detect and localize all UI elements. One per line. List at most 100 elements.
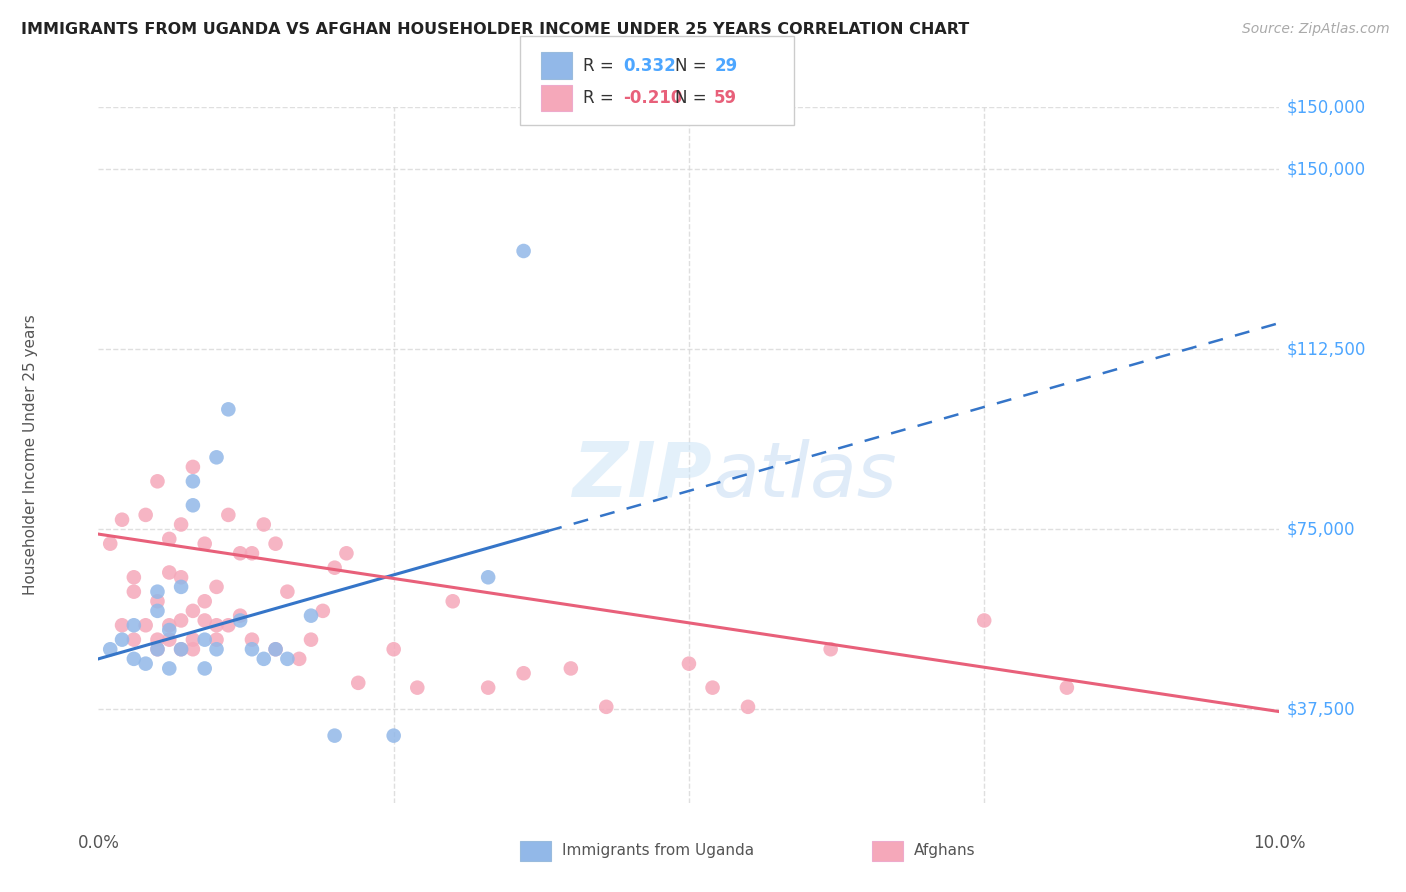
Point bbox=[382, 642, 405, 657]
Point bbox=[973, 614, 995, 628]
Point bbox=[181, 475, 204, 489]
Text: 29: 29 bbox=[714, 57, 738, 75]
Point bbox=[335, 546, 357, 560]
Point bbox=[146, 632, 169, 647]
Text: Source: ZipAtlas.com: Source: ZipAtlas.com bbox=[1241, 22, 1389, 37]
Point bbox=[312, 604, 335, 618]
Point bbox=[98, 537, 121, 551]
Point bbox=[157, 661, 180, 675]
Point bbox=[737, 699, 759, 714]
Point bbox=[146, 642, 169, 657]
Text: $75,000: $75,000 bbox=[1286, 520, 1355, 538]
Text: R =: R = bbox=[583, 57, 620, 75]
Point bbox=[229, 546, 252, 560]
Text: 0.0%: 0.0% bbox=[77, 834, 120, 852]
Point bbox=[170, 517, 193, 532]
Point bbox=[157, 632, 180, 647]
Point bbox=[1056, 681, 1078, 695]
Text: N =: N = bbox=[675, 57, 711, 75]
Point bbox=[217, 618, 239, 632]
Text: 10.0%: 10.0% bbox=[1253, 834, 1306, 852]
Text: -0.210: -0.210 bbox=[623, 89, 682, 107]
Point bbox=[170, 642, 193, 657]
Point bbox=[135, 508, 157, 522]
Point bbox=[253, 517, 276, 532]
Point bbox=[135, 657, 157, 671]
Point bbox=[146, 594, 169, 608]
Point bbox=[276, 652, 298, 666]
Point bbox=[170, 642, 193, 657]
Text: Afghans: Afghans bbox=[914, 844, 976, 858]
Point bbox=[253, 652, 276, 666]
Point bbox=[264, 537, 287, 551]
Point bbox=[194, 537, 217, 551]
Point bbox=[122, 570, 145, 584]
Point bbox=[135, 618, 157, 632]
Point bbox=[181, 642, 204, 657]
Point bbox=[111, 513, 134, 527]
Point bbox=[194, 614, 217, 628]
Point bbox=[240, 546, 263, 560]
Point bbox=[111, 632, 134, 647]
Point bbox=[146, 642, 169, 657]
Point bbox=[146, 604, 169, 618]
Point bbox=[181, 604, 204, 618]
Point bbox=[170, 614, 193, 628]
Point bbox=[205, 618, 228, 632]
Text: $150,000: $150,000 bbox=[1286, 98, 1365, 116]
Text: Householder Income Under 25 years: Householder Income Under 25 years bbox=[24, 315, 38, 595]
Text: ZIP: ZIP bbox=[572, 439, 713, 513]
Point bbox=[157, 566, 180, 580]
Point bbox=[122, 652, 145, 666]
Point bbox=[678, 657, 700, 671]
Point bbox=[122, 584, 145, 599]
Point bbox=[264, 642, 287, 657]
Point bbox=[477, 570, 499, 584]
Text: atlas: atlas bbox=[713, 439, 897, 513]
Point bbox=[512, 666, 534, 681]
Point bbox=[205, 580, 228, 594]
Point bbox=[323, 729, 346, 743]
Point bbox=[264, 642, 287, 657]
Point bbox=[477, 681, 499, 695]
Point bbox=[820, 642, 842, 657]
Text: R =: R = bbox=[583, 89, 620, 107]
Point bbox=[595, 699, 617, 714]
Point bbox=[157, 623, 180, 637]
Point bbox=[181, 498, 204, 512]
Point bbox=[170, 570, 193, 584]
Point bbox=[299, 632, 322, 647]
Point bbox=[194, 632, 217, 647]
Point bbox=[194, 661, 217, 675]
Point bbox=[406, 681, 429, 695]
Point bbox=[229, 614, 252, 628]
Point bbox=[229, 608, 252, 623]
Point bbox=[240, 642, 263, 657]
Point bbox=[347, 676, 370, 690]
Point bbox=[146, 475, 169, 489]
Point bbox=[122, 632, 145, 647]
Point bbox=[217, 508, 239, 522]
Point bbox=[146, 584, 169, 599]
Point bbox=[181, 459, 204, 474]
Text: $112,500: $112,500 bbox=[1286, 341, 1365, 359]
Point bbox=[217, 402, 239, 417]
Point bbox=[512, 244, 534, 258]
Point bbox=[181, 632, 204, 647]
Point bbox=[170, 580, 193, 594]
Point bbox=[382, 729, 405, 743]
Point bbox=[323, 560, 346, 574]
Point bbox=[157, 532, 180, 546]
Text: IMMIGRANTS FROM UGANDA VS AFGHAN HOUSEHOLDER INCOME UNDER 25 YEARS CORRELATION C: IMMIGRANTS FROM UGANDA VS AFGHAN HOUSEHO… bbox=[21, 22, 969, 37]
Point bbox=[205, 632, 228, 647]
Point bbox=[560, 661, 582, 675]
Point bbox=[111, 618, 134, 632]
Text: N =: N = bbox=[675, 89, 711, 107]
Text: 59: 59 bbox=[714, 89, 737, 107]
Point bbox=[194, 594, 217, 608]
Point bbox=[441, 594, 464, 608]
Point bbox=[276, 584, 298, 599]
Point bbox=[702, 681, 724, 695]
Point bbox=[122, 618, 145, 632]
Point bbox=[288, 652, 311, 666]
